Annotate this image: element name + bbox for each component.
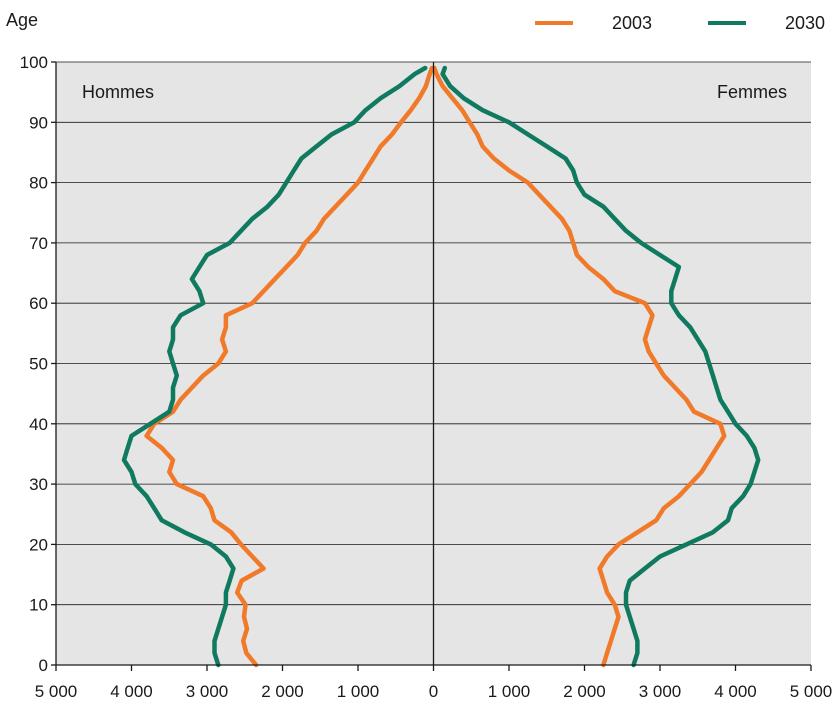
x-tick-label-3: 2 000 (261, 682, 304, 701)
legend-label-2030: 2030 (785, 13, 825, 33)
series-line-2003-women (432, 65, 727, 668)
y-axis-label: Age (6, 10, 38, 30)
y-tick-label-10: 10 (29, 596, 48, 615)
legend-label-2003: 2003 (612, 13, 652, 33)
series-line-2003-men (144, 65, 435, 668)
y-tick-label-80: 80 (29, 174, 48, 193)
series-line-2030-men (121, 65, 428, 668)
x-tick-label-4: 1 000 (337, 682, 380, 701)
x-tick-label-2: 3 000 (186, 682, 229, 701)
y-tick-label-60: 60 (29, 294, 48, 313)
y-tick-label-50: 50 (29, 355, 48, 374)
panel-label-left: Hommes (82, 82, 154, 102)
y-tick-label-70: 70 (29, 234, 48, 253)
axes: 0 10 20 30 40 50 60 70 80 90 100 5 000 4 000 3 000 2 0… (20, 53, 833, 701)
y-tick-label-100: 100 (20, 53, 48, 72)
y-tick-label-30: 30 (29, 475, 48, 494)
y-tick-label-40: 40 (29, 415, 48, 434)
x-tick-label-5: 0 (429, 682, 438, 701)
y-tick-label-0: 0 (39, 656, 48, 675)
x-tick-label-7: 2 000 (563, 682, 606, 701)
x-tick-label-10: 5 000 (790, 682, 833, 701)
x-tick-label-9: 4 000 (714, 682, 757, 701)
series-lines (121, 65, 761, 668)
x-tick-label-6: 1 000 (488, 682, 531, 701)
series-line-2030-women (440, 65, 761, 668)
y-tick-label-90: 90 (29, 113, 48, 132)
legend: 2003 2030 (535, 13, 825, 33)
x-tick-label-8: 3 000 (639, 682, 682, 701)
y-tick-label-20: 20 (29, 535, 48, 554)
panel-label-right: Femmes (717, 82, 787, 102)
x-tick-label-1: 4 000 (110, 682, 153, 701)
x-tick-label-0: 5 000 (35, 682, 78, 701)
